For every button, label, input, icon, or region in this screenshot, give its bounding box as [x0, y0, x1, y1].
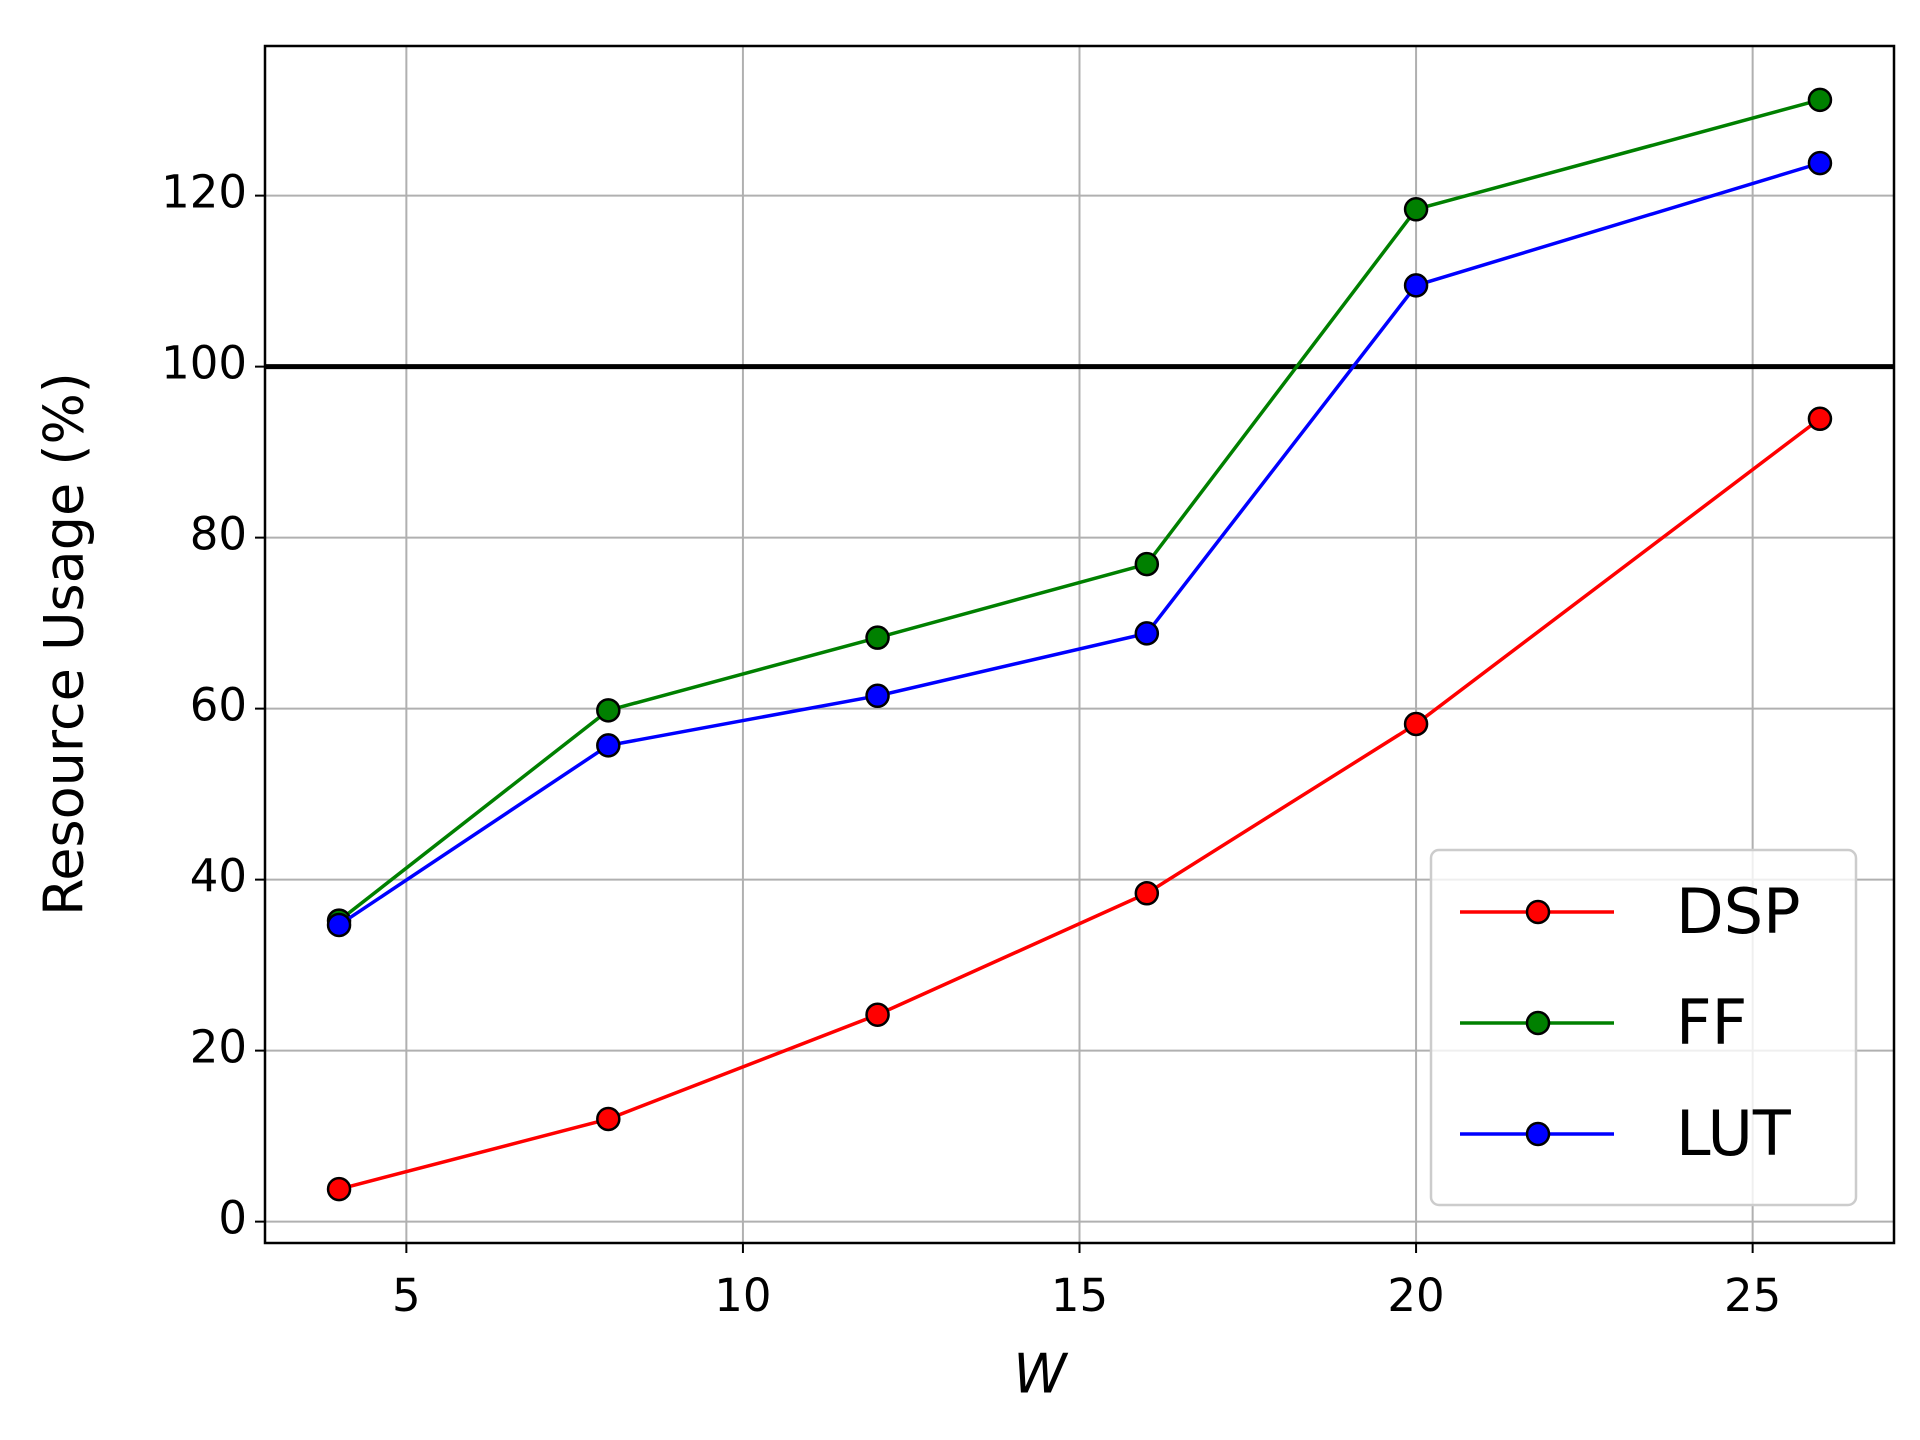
data-point [1403, 273, 1429, 298]
y-tick-label: 20 [190, 1021, 247, 1074]
legend-label: FF [1676, 986, 1747, 1059]
y-tick-label: 120 [161, 166, 247, 219]
data-point [1403, 711, 1429, 737]
x-axis-label: W [1013, 1343, 1069, 1406]
legend-marker [1525, 899, 1551, 925]
y-tick-label: 0 [218, 1192, 247, 1245]
data-point [1807, 406, 1833, 432]
series-line [338, 417, 1822, 1191]
data-point [865, 1002, 890, 1027]
x-tick-label: 20 [1387, 1269, 1444, 1322]
data-point [1134, 551, 1160, 577]
data-point [1134, 881, 1160, 906]
x-tick-label: 25 [1724, 1269, 1781, 1322]
data-point [865, 625, 890, 650]
legend: DSP FF LUT [1429, 848, 1858, 1207]
data-point [596, 733, 621, 758]
data-point [865, 683, 890, 709]
y-tick-label: 100 [161, 337, 247, 390]
plot-frame [263, 44, 1896, 1245]
legend-marker [1525, 1121, 1551, 1147]
data-point [1807, 87, 1833, 113]
legend-label: LUT [1676, 1097, 1792, 1170]
x-tick-label: 10 [714, 1269, 771, 1322]
y-tick-label: 60 [190, 679, 247, 732]
y-axis-label: Resource Usage (%) [33, 372, 96, 916]
series-line [337, 98, 1821, 923]
y-tick-label: 40 [190, 850, 247, 903]
x-tick-label: 5 [392, 1269, 421, 1322]
y-tick-label: 80 [190, 508, 247, 561]
series-line [338, 161, 1821, 927]
data-point [1807, 150, 1833, 176]
legend-marker [1525, 1010, 1551, 1036]
legend-label: DSP [1676, 875, 1800, 948]
data-point [1403, 197, 1429, 222]
x-tick-label: 15 [1051, 1269, 1108, 1322]
data-point [326, 912, 352, 938]
data-point [596, 698, 621, 723]
data-point [326, 1176, 352, 1202]
data-point [596, 1106, 621, 1132]
legend-box [1429, 848, 1858, 1207]
data-point [1134, 621, 1160, 646]
